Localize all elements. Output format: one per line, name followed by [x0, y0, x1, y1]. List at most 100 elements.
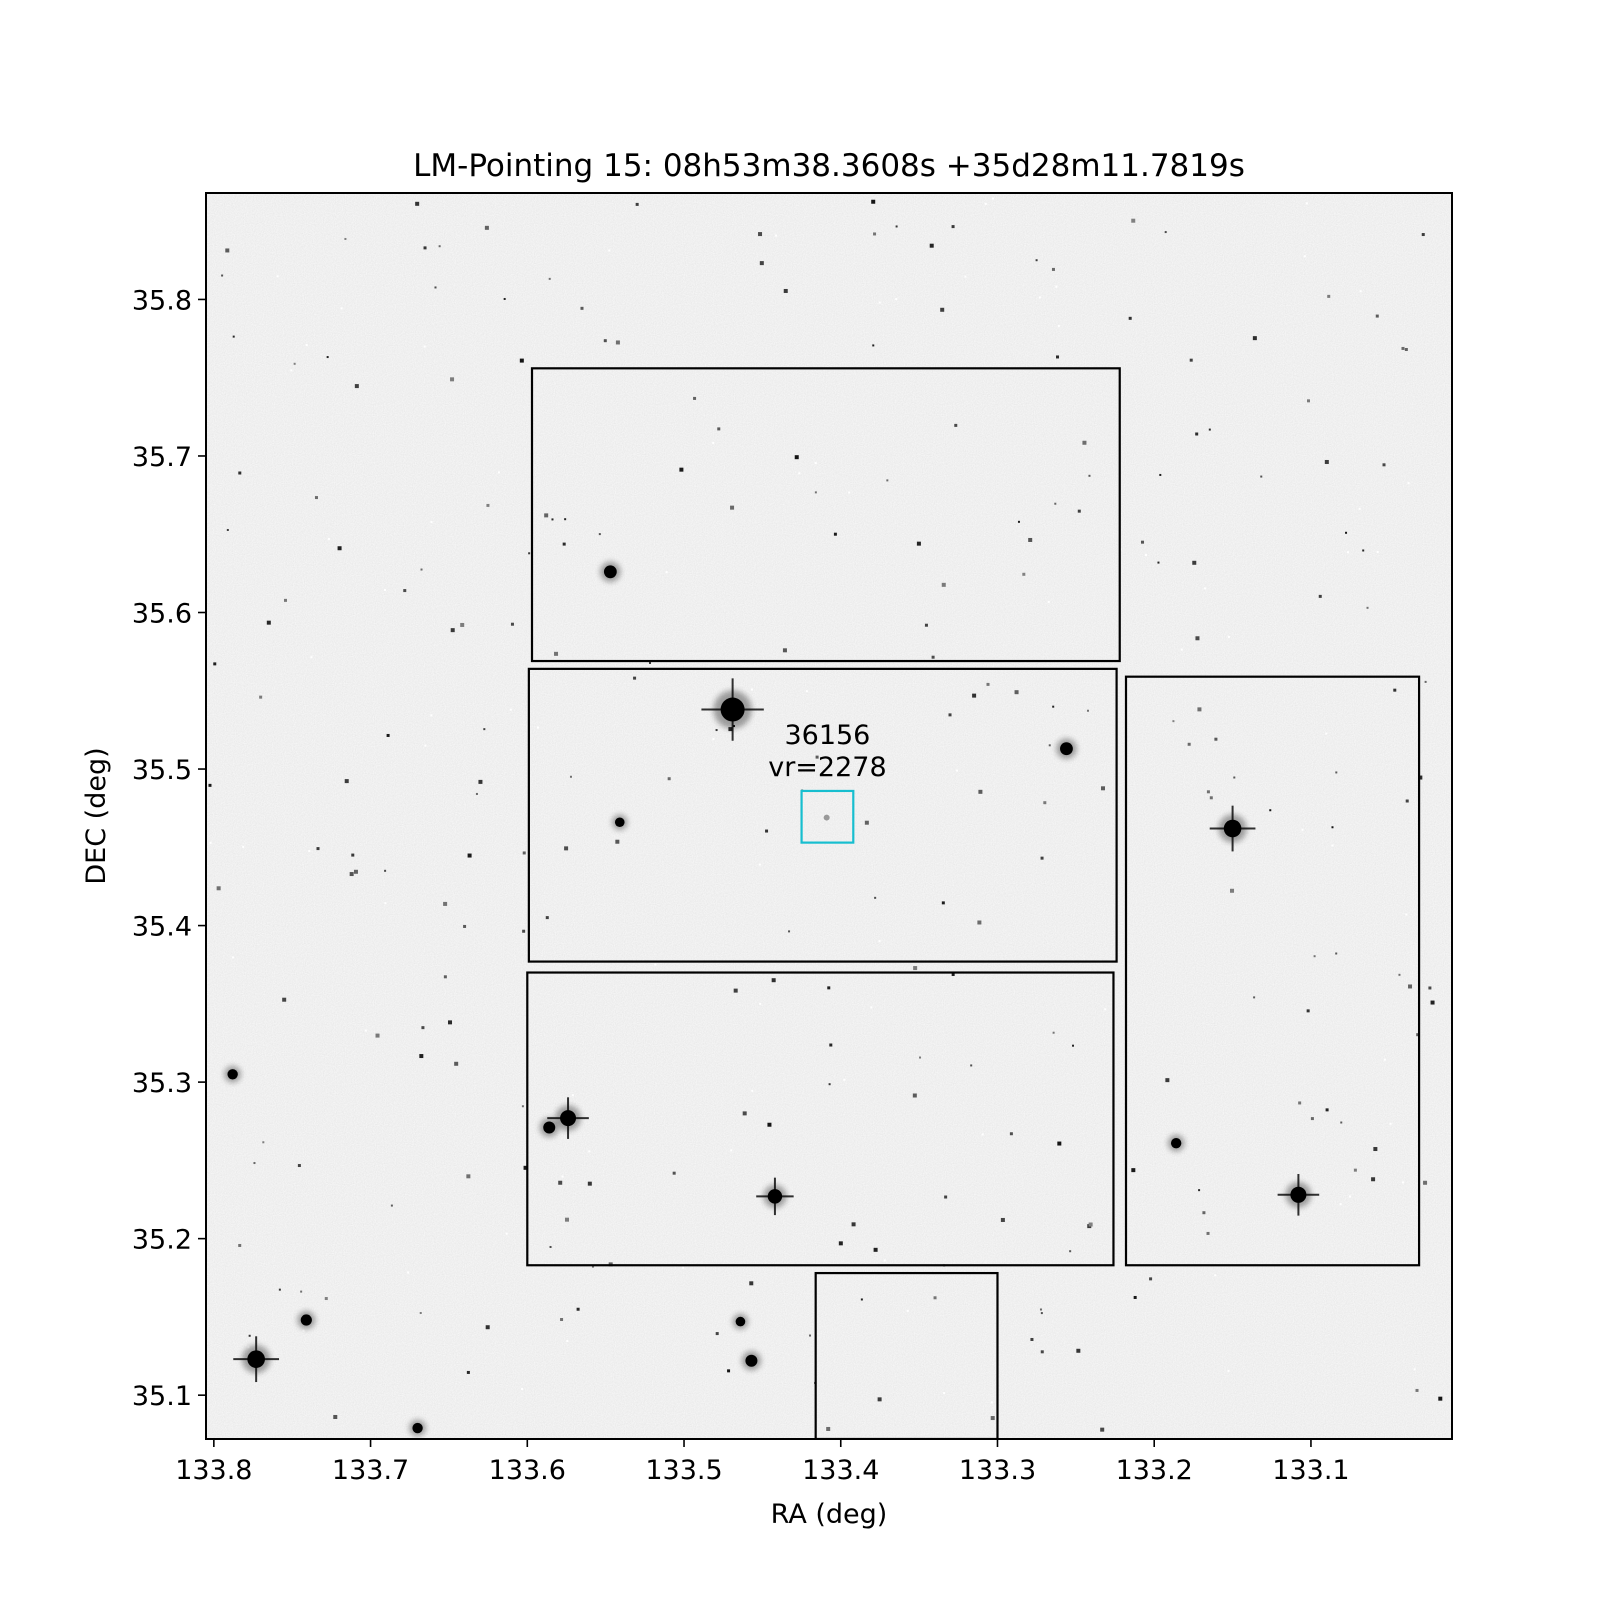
noise-pixel [364, 1029, 367, 1032]
noise-pixel [308, 849, 311, 852]
faint-star [419, 1312, 422, 1315]
faint-stars-layer [208, 197, 1443, 1432]
faint-star [693, 396, 697, 400]
faint-star [715, 729, 718, 732]
faint-star [929, 243, 934, 248]
faint-star [765, 829, 769, 833]
faint-star [1172, 720, 1175, 723]
faint-star [1043, 801, 1047, 805]
faint-star [1340, 1121, 1343, 1124]
faint-star [1318, 594, 1322, 598]
faint-star [564, 846, 569, 851]
faint-star [860, 1298, 863, 1301]
faint-star [970, 1064, 973, 1067]
noise-pixel [505, 1232, 508, 1235]
faint-star [262, 1141, 265, 1144]
noise-pixel [536, 726, 539, 729]
faint-star [814, 491, 817, 494]
faint-star [1375, 314, 1379, 318]
faint-star [390, 1204, 393, 1207]
faint-star [443, 901, 448, 906]
faint-star [913, 966, 918, 971]
faint-star [282, 997, 287, 1002]
faint-star [794, 455, 799, 460]
faint-star [450, 628, 455, 633]
faint-star [576, 1307, 580, 1311]
faint-star [941, 901, 945, 905]
faint-star [667, 777, 671, 781]
x-tick-label: 133.4 [802, 1455, 879, 1486]
bright-star [300, 1314, 312, 1326]
faint-star [872, 344, 875, 347]
faint-star [864, 820, 869, 825]
faint-star [1405, 799, 1409, 803]
faint-star [767, 1122, 772, 1127]
faint-star [403, 589, 407, 593]
faint-star [1382, 463, 1386, 467]
noise-pixel [798, 472, 801, 475]
faint-star [759, 261, 764, 266]
chart-title: LM-Pointing 15: 08h53m38.3608s +35d28m11… [413, 148, 1245, 184]
noise-pixel [407, 1271, 410, 1274]
y-tick-label: 35.3 [132, 1068, 192, 1099]
bright-star [603, 565, 617, 579]
faint-star [1418, 775, 1423, 780]
faint-star [828, 1083, 831, 1086]
faint-star [278, 1288, 281, 1291]
target-id-label: 36156 [784, 720, 870, 751]
faint-star [434, 286, 437, 289]
faint-star [1252, 336, 1257, 341]
faint-star [1040, 1350, 1044, 1354]
faint-star [809, 1334, 812, 1337]
faint-star [1353, 1168, 1357, 1172]
noise-pixel [232, 956, 235, 959]
faint-star [1133, 1295, 1137, 1299]
faint-star [1310, 1117, 1314, 1121]
noise-pixel [1180, 648, 1183, 651]
faint-star [833, 532, 837, 536]
faint-star [1100, 1427, 1105, 1432]
noise-pixel [1325, 732, 1328, 735]
noise-pixel [828, 774, 831, 777]
faint-star [580, 306, 584, 310]
faint-star [549, 1245, 552, 1248]
bright-star [227, 1069, 238, 1080]
faint-star [569, 775, 572, 778]
faint-star [259, 695, 263, 699]
faint-star [1197, 707, 1202, 712]
faint-star [1307, 399, 1311, 403]
faint-star [326, 356, 329, 359]
faint-star [475, 792, 478, 795]
x-tick-label: 133.8 [175, 1455, 252, 1486]
faint-star [1209, 796, 1213, 800]
faint-star [940, 307, 945, 312]
faint-star [990, 1416, 995, 1421]
faint-star [1195, 432, 1199, 436]
faint-star [216, 886, 221, 891]
faint-star [895, 225, 898, 228]
faint-star [1366, 606, 1369, 609]
faint-star [827, 986, 831, 990]
faint-star [1164, 231, 1167, 234]
faint-star [466, 1174, 471, 1179]
faint-star [1324, 459, 1329, 464]
faint-star [1072, 1044, 1075, 1047]
faint-star [467, 853, 472, 858]
faint-star [1345, 531, 1348, 534]
noise-pixel [588, 1150, 591, 1153]
faint-star [344, 237, 347, 240]
noise-pixel [290, 369, 293, 372]
faint-star [454, 1061, 459, 1066]
noise-pixel [1383, 1058, 1386, 1061]
bright-star [614, 817, 625, 828]
faint-star [783, 288, 788, 293]
noise-pixel [310, 656, 313, 659]
faint-star [1039, 1308, 1042, 1311]
faint-star [221, 274, 224, 277]
faint-star [485, 1325, 490, 1330]
target-box [800, 789, 855, 844]
faint-star [1428, 986, 1432, 990]
faint-star [941, 582, 946, 587]
faint-star [758, 232, 763, 237]
faint-star [977, 920, 982, 925]
